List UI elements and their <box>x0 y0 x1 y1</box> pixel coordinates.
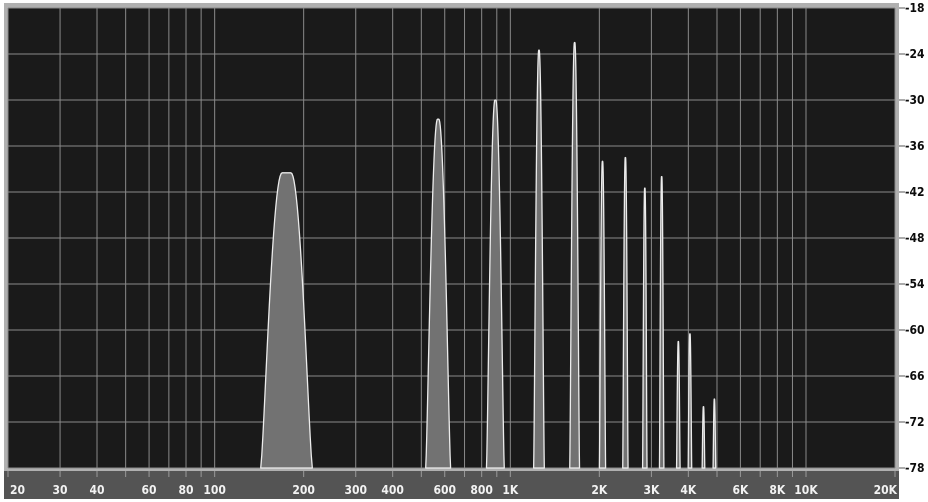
spectrum-peak <box>425 118 452 469</box>
y-tick-label: -60 <box>905 323 925 337</box>
spectrum-peak <box>675 340 681 469</box>
x-tick-label: 80 <box>178 483 193 497</box>
spectrum-peak <box>569 41 581 469</box>
y-tick-label: -72 <box>905 415 925 429</box>
spectrum-peak <box>641 187 648 469</box>
y-tick-label: -78 <box>905 461 925 475</box>
x-axis-bar <box>4 471 899 499</box>
y-tick-label: -48 <box>905 231 925 245</box>
x-tick-label: 10K <box>794 483 818 497</box>
spectrum <box>260 41 717 469</box>
x-tick-label: 20K <box>874 483 898 497</box>
x-tick-label: 4K <box>680 483 697 497</box>
x-tick-label: 100 <box>203 483 226 497</box>
spectrum-peak <box>260 172 313 469</box>
spectrum-peak <box>701 406 706 469</box>
x-tick-label: 40 <box>89 483 104 497</box>
x-tick-label: 8K <box>769 483 786 497</box>
x-tick-label: 1K <box>502 483 519 497</box>
x-tick-label: 600 <box>433 483 456 497</box>
y-tick-label: -36 <box>905 139 925 153</box>
spectrum-peak <box>598 160 607 469</box>
x-tick-label: 6K <box>732 483 749 497</box>
y-tick-label: -66 <box>905 369 925 383</box>
spectrum-peak <box>712 398 717 469</box>
spectrum-peak <box>687 333 693 469</box>
x-tick-label: 3K <box>643 483 660 497</box>
y-axis: -18 -24 -30 -36 -42 -48 -54 -60 -66 -72 -78 <box>899 1 925 475</box>
x-tick-label: 30 <box>53 483 68 497</box>
x-tick-label: 60 <box>142 483 157 497</box>
grid <box>7 7 896 469</box>
x-axis: 20 30 40 60 80 100 200 300 400 600 800 1K 2K 3K 4K 6K 8K… <box>7 471 898 497</box>
x-tick-label: 800 <box>470 483 493 497</box>
x-tick-label: 2K <box>591 483 608 497</box>
x-tick-label: 300 <box>344 483 367 497</box>
y-tick-label: -18 <box>905 1 925 15</box>
spectrum-peak <box>622 156 629 469</box>
spectrum-peak <box>485 99 505 469</box>
y-tick-label: -30 <box>905 93 925 107</box>
x-tick-label: 200 <box>292 483 315 497</box>
y-tick-label: -54 <box>905 277 925 291</box>
spectrum-peak <box>658 176 665 469</box>
x-tick-label: 400 <box>381 483 404 497</box>
y-tick-label: -42 <box>905 185 925 199</box>
y-tick-label: -24 <box>905 47 925 61</box>
spectrum-peak <box>532 49 545 469</box>
x-tick-label: 20 <box>10 483 25 497</box>
